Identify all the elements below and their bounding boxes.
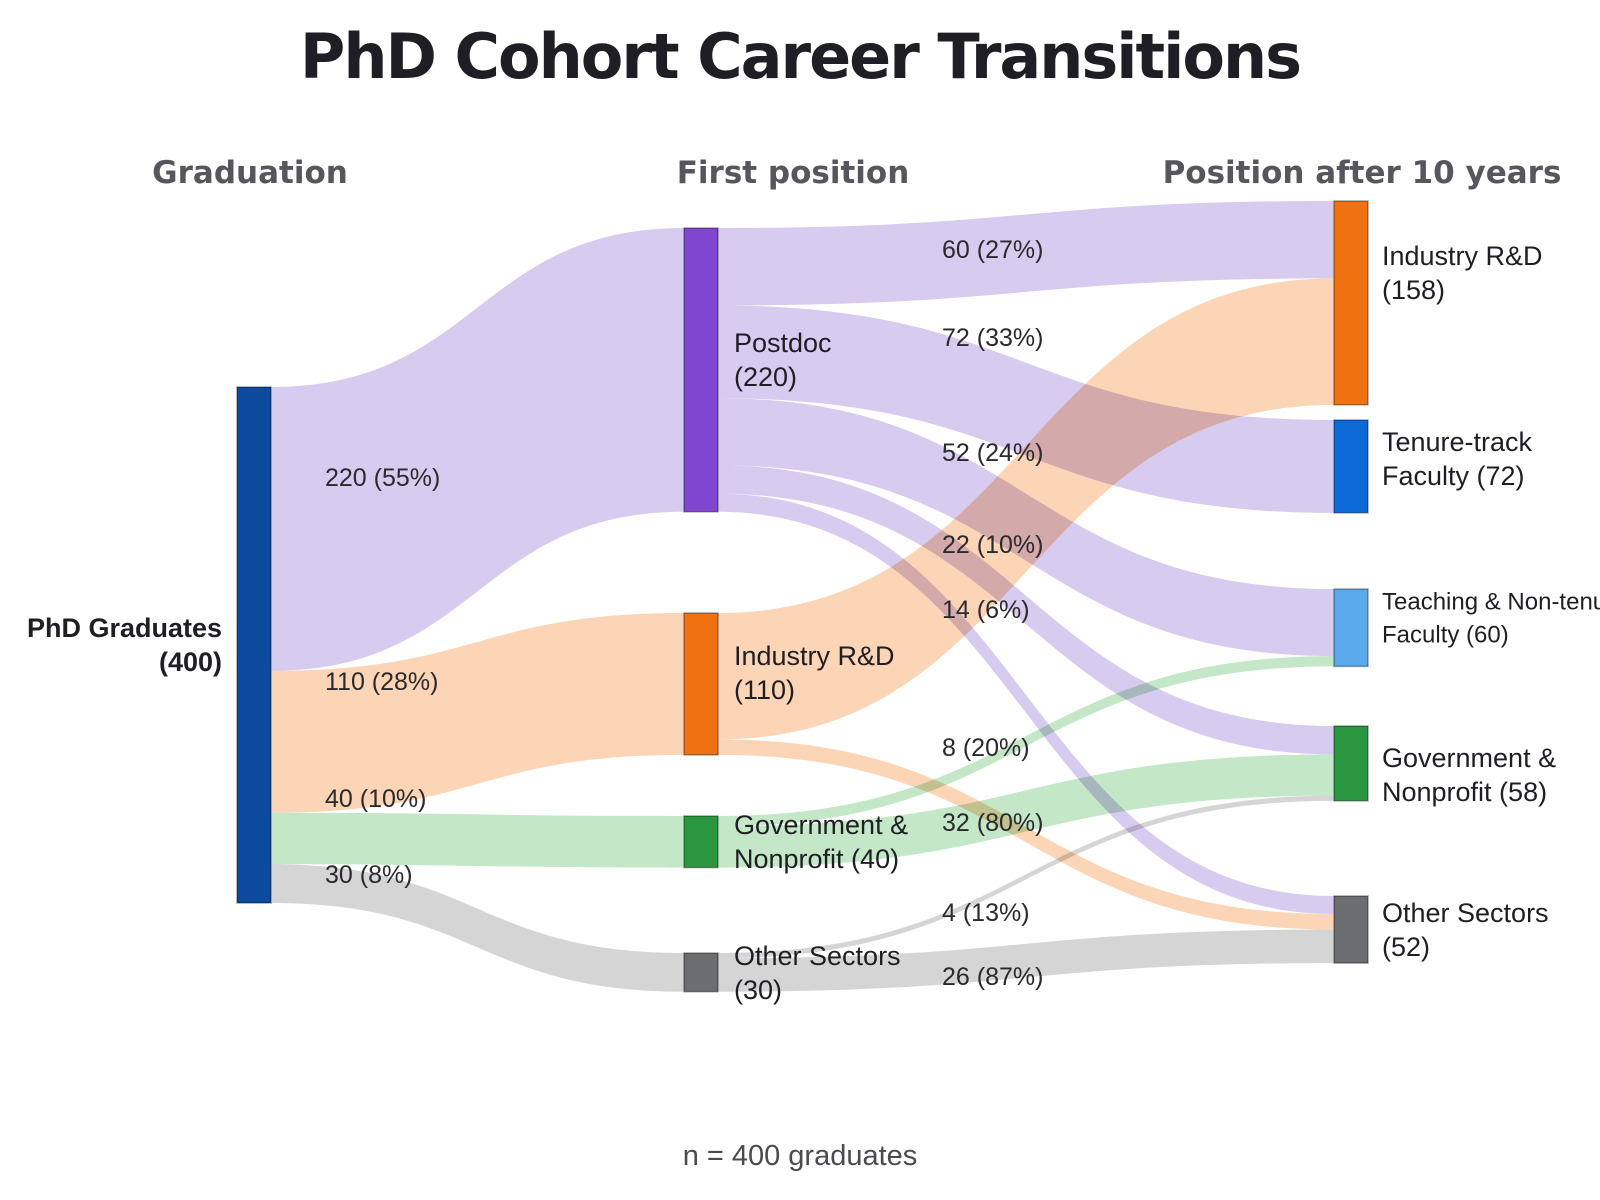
node-gov1 (683, 815, 719, 869)
node-label-other2: Other Sectors (52) (1382, 898, 1549, 962)
flow-postdoc1-to-tenure2 (718, 305, 1334, 513)
node-label-industry1: Industry R&D (110) (734, 641, 895, 705)
column-header-2: Position after 10 years (1163, 155, 1562, 191)
flow-gov1-to-gov2 (718, 754, 1334, 868)
node-other2 (1333, 895, 1369, 964)
node-labels: PhD Graduates (400) Postdoc (220) Industry R… (27, 241, 1600, 1005)
flow-industry1-to-other2 (718, 739, 1334, 930)
flow-label-phd-to-other1: 30 (8%) (325, 861, 413, 889)
flow-label-postdoc1-to-gov2: 22 (10%) (942, 531, 1043, 559)
node-label-phd: PhD Graduates (400) (27, 613, 222, 677)
column-header-0: Graduation (152, 155, 348, 191)
flow-links (271, 201, 1334, 992)
flow-gov1-to-teach2 (718, 656, 1334, 827)
flow-postdoc1-to-industry2 (718, 201, 1334, 306)
flow-label-gov1-to-teach2: 8 (20%) (942, 734, 1030, 762)
flow-label-other1-to-gov2: 4 (13%) (942, 899, 1030, 927)
node-industry1 (683, 612, 719, 756)
flow-label-phd-to-industry1: 110 (28%) (325, 668, 439, 696)
flow-label-other1-to-other2: 26 (87%) (942, 963, 1043, 991)
sample-size-note: n = 400 graduates (682, 1140, 918, 1172)
flow-phd-to-industry1 (271, 613, 684, 813)
node-postdoc1 (683, 227, 719, 513)
flow-postdoc1-to-other2 (718, 493, 1334, 915)
node-label-tenure2: Tenure-track Faculty (72) (1382, 427, 1533, 491)
flow-label-postdoc1-to-tenure2: 72 (33%) (942, 324, 1043, 352)
flow-label-gov1-to-gov2: 32 (80%) (942, 809, 1043, 837)
node-label-industry2: Industry R&D (158) (1382, 241, 1543, 305)
node-label-gov2: Government & Nonprofit (58) (1382, 743, 1556, 807)
flow-label-postdoc1-to-industry2: 60 (27%) (942, 236, 1043, 264)
flow-phd-to-gov1 (271, 812, 684, 868)
flow-label-postdoc1-to-teach2: 52 (24%) (942, 439, 1043, 467)
nodes (236, 200, 1369, 993)
column-headers: Graduation First position Position after 1… (152, 155, 1561, 191)
chart-title: PhD Cohort Career Transitions (299, 20, 1302, 93)
flow-phd-to-other1 (271, 864, 684, 992)
flow-labels: 220 (55%) 110 (28%) 40 (10%) 30 (8%) 60 (27%… (325, 236, 1043, 991)
node-industry2 (1333, 200, 1369, 406)
flow-industry1-to-industry2 (718, 278, 1334, 740)
node-label-teach2: Teaching & Non-tenureFaculty (60) (1382, 589, 1600, 649)
flow-postdoc1-to-gov2 (718, 465, 1334, 755)
node-label-gov1: Government & Nonprofit (40) (734, 810, 908, 874)
flow-phd-to-postdoc1 (271, 228, 684, 671)
column-header-1: First position (677, 155, 910, 191)
flow-label-phd-to-postdoc1: 220 (55%) (325, 464, 440, 492)
flow-other1-to-gov2 (718, 795, 1334, 959)
node-gov2 (1333, 725, 1369, 802)
flow-other1-to-other2 (718, 929, 1334, 992)
node-tenure2 (1333, 419, 1369, 514)
node-label-other1: Other Sectors (30) (734, 941, 901, 1005)
node-phd (236, 386, 272, 904)
flow-label-postdoc1-to-other2: 14 (6%) (942, 596, 1030, 624)
node-label-postdoc1: Postdoc (220) (734, 328, 832, 392)
flow-label-phd-to-gov1: 40 (10%) (325, 785, 426, 813)
node-teach2 (1333, 588, 1369, 668)
node-other1 (683, 952, 719, 993)
